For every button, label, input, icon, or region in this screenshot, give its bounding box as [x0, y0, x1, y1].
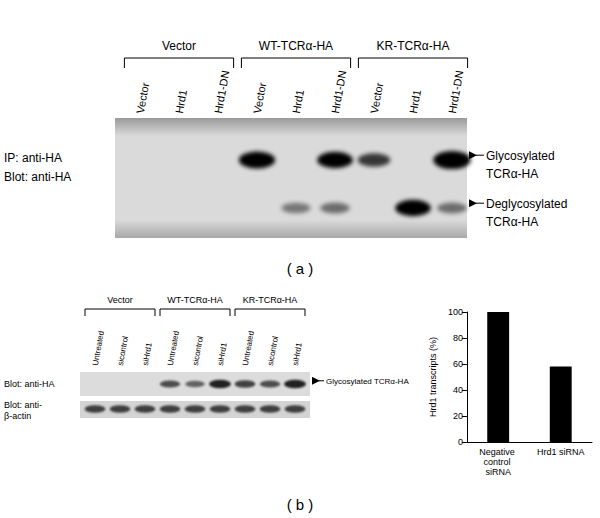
svg-text:Deglycosylated: Deglycosylated — [486, 197, 567, 211]
svg-text:Hrd1-DN: Hrd1-DN — [212, 69, 231, 114]
svg-text:WT-TCRα-HA: WT-TCRα-HA — [167, 295, 223, 305]
svg-text:KR-TCRα-HA: KR-TCRα-HA — [243, 295, 298, 305]
svg-text:β-actin: β-actin — [4, 411, 31, 421]
svg-text:KR-TCRα-HA: KR-TCRα-HA — [377, 39, 450, 53]
svg-text:80: 80 — [453, 333, 463, 343]
svg-text:Blot: anti-HA: Blot: anti-HA — [4, 170, 71, 184]
svg-text:Hrd1: Hrd1 — [290, 89, 306, 115]
svg-text:Blot: anti-HA: Blot: anti-HA — [4, 379, 55, 389]
svg-text:Untreated: Untreated — [91, 330, 106, 366]
svg-text:0: 0 — [458, 437, 463, 447]
svg-text:sicontrol: sicontrol — [191, 335, 205, 366]
svg-text:siRNA: siRNA — [485, 467, 511, 477]
svg-text:siHrd1: siHrd1 — [141, 341, 154, 366]
svg-text:sicontrol: sicontrol — [266, 335, 280, 366]
svg-text:IP: anti-HA: IP: anti-HA — [4, 151, 62, 165]
svg-text:sicontrol: sicontrol — [116, 335, 130, 366]
svg-text:Untreated: Untreated — [241, 330, 256, 366]
svg-text:20: 20 — [453, 411, 463, 421]
svg-text:TCRα-HA: TCRα-HA — [486, 215, 538, 229]
svg-text:TCRα-HA: TCRα-HA — [486, 167, 538, 181]
svg-text:siHrd1: siHrd1 — [216, 341, 229, 366]
svg-text:Negative: Negative — [479, 447, 517, 457]
svg-text:Untreated: Untreated — [166, 330, 181, 366]
svg-text:Hrd1 siRNA: Hrd1 siRNA — [537, 447, 585, 457]
svg-text:Glycosylated: Glycosylated — [486, 149, 555, 163]
svg-text:Vector: Vector — [134, 81, 151, 114]
svg-text:siHrd1: siHrd1 — [291, 341, 304, 366]
svg-text:Blot: anti-: Blot: anti- — [4, 400, 42, 410]
svg-text:Hrd1: Hrd1 — [407, 89, 423, 115]
svg-text:control: control — [483, 457, 513, 467]
svg-text:100: 100 — [448, 307, 463, 317]
svg-text:Vector: Vector — [107, 295, 133, 305]
svg-text:40: 40 — [453, 385, 463, 395]
svg-text:WT-TCRα-HA: WT-TCRα-HA — [259, 39, 333, 53]
svg-text:60: 60 — [453, 359, 463, 369]
svg-text:Vector: Vector — [368, 81, 385, 114]
svg-text:Hrd1: Hrd1 — [173, 89, 189, 115]
svg-text:( b ): ( b ) — [287, 496, 314, 513]
svg-text:( a ): ( a ) — [287, 260, 314, 277]
svg-text:Glycosylated TCRα-HA: Glycosylated TCRα-HA — [326, 377, 409, 386]
svg-text:Vector: Vector — [251, 81, 268, 114]
svg-text:Hrd1-DN: Hrd1-DN — [329, 69, 348, 114]
svg-text:Vector: Vector — [162, 39, 196, 53]
svg-text:Hrd1 transcripts (%): Hrd1 transcripts (%) — [428, 337, 438, 417]
svg-text:Hrd1-DN: Hrd1-DN — [446, 69, 465, 114]
